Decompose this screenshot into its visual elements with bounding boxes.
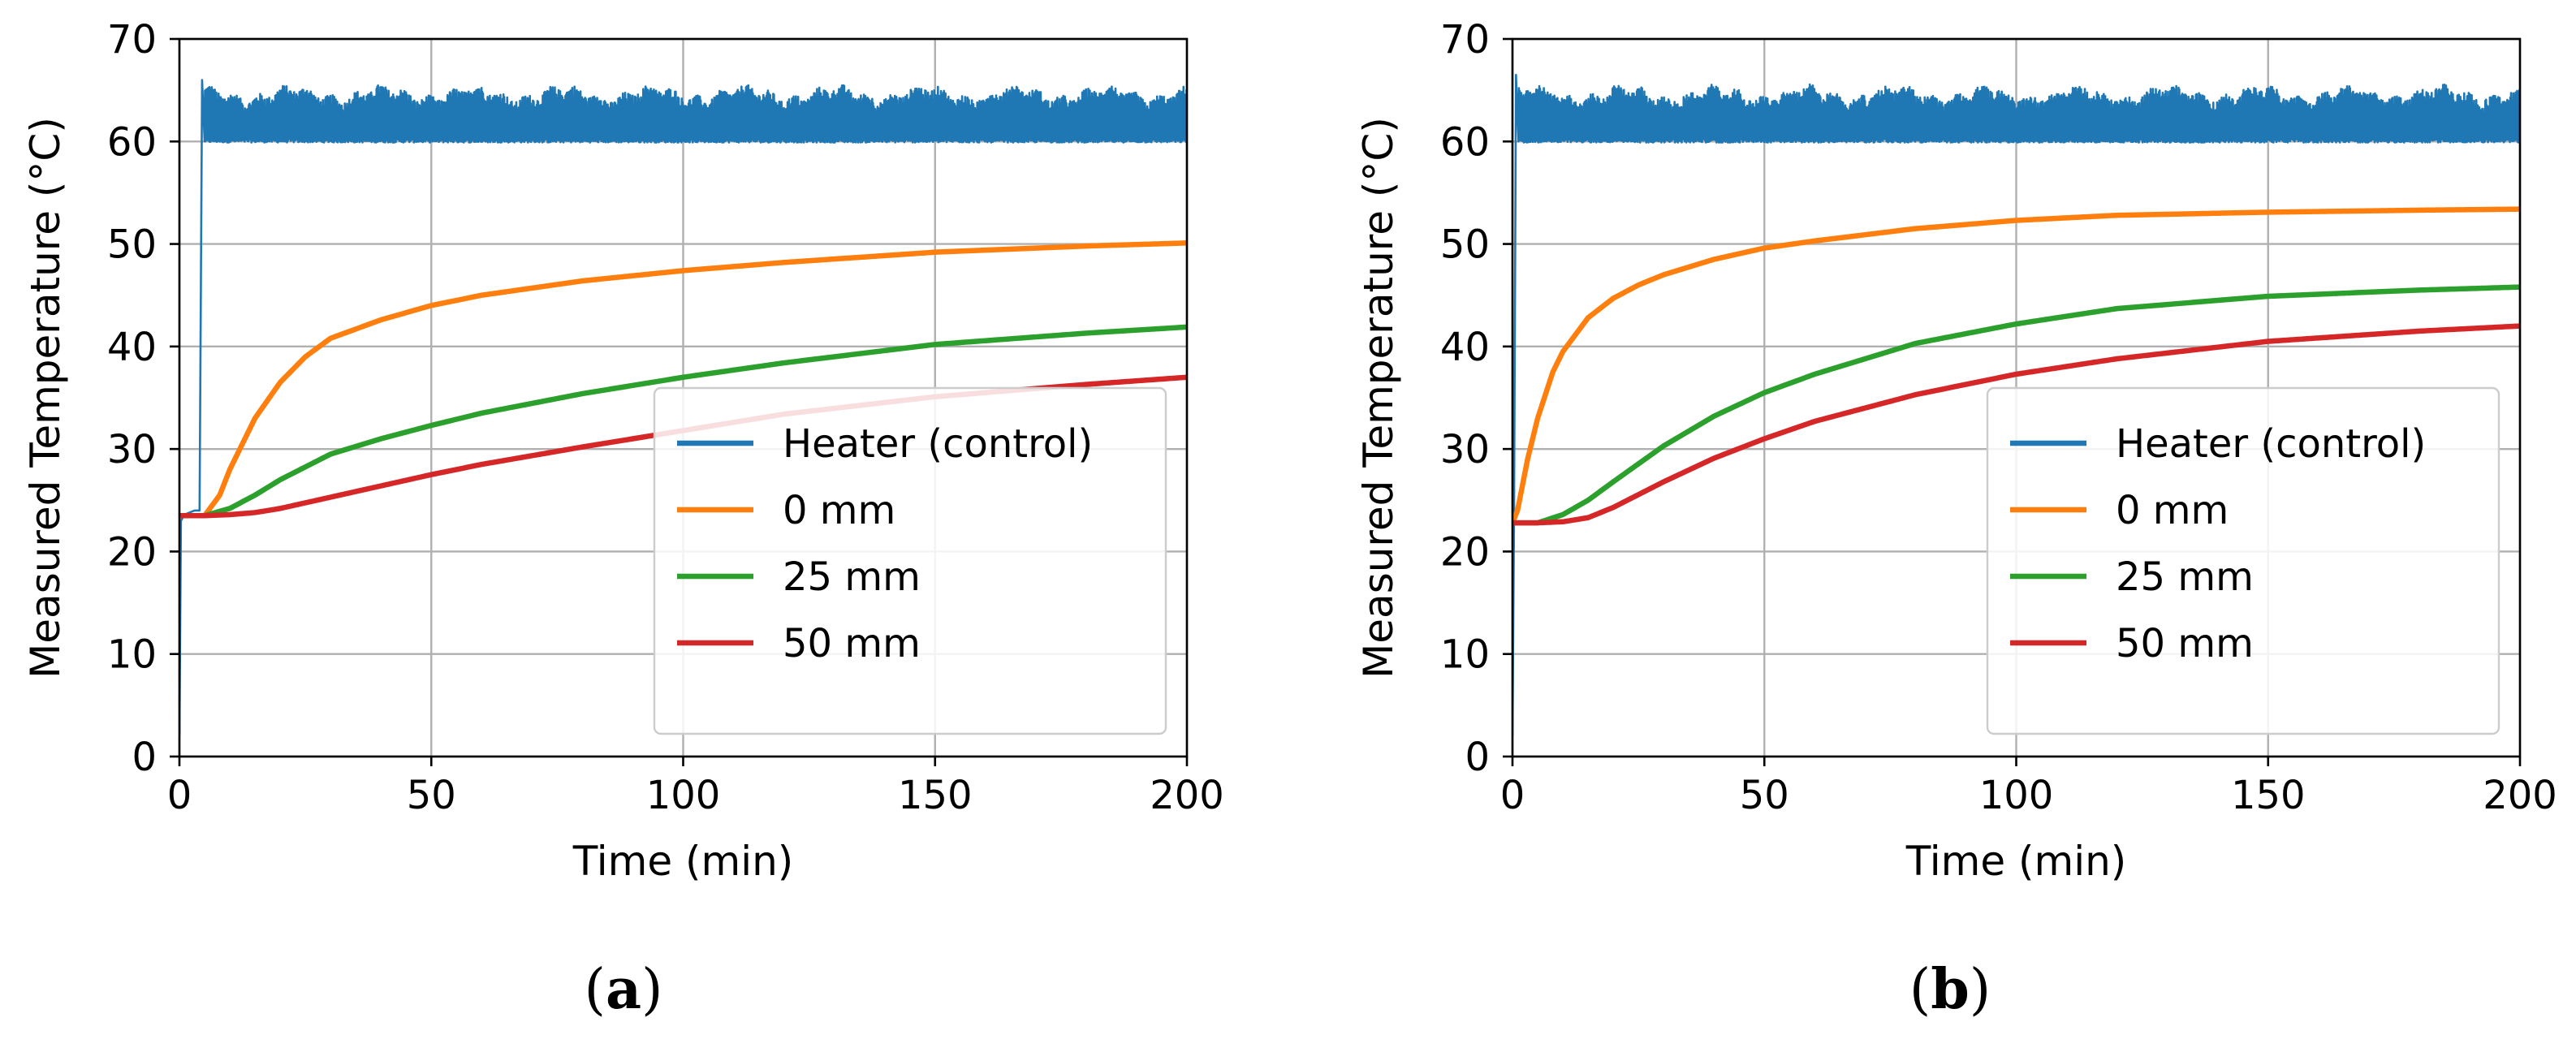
caption-a: (a) (502, 962, 745, 1018)
legend-label-a-2: 25 mm (783, 554, 921, 600)
caption-b: (b) (1828, 962, 2072, 1018)
series-line-a-0 (179, 79, 1187, 736)
y-axis-label-b: Measured Temperature (°C) (1355, 117, 1402, 679)
series-line-a-2 (179, 324, 1187, 519)
legend-a: Heater (control) 0 mm 25 mm 50 mm (653, 386, 1167, 735)
caption-b-letter: b (1931, 957, 1970, 1022)
y-tick-label-a-0: 0 (132, 735, 157, 780)
legend-label-a-3: 50 mm (783, 621, 921, 666)
legend-label-a-1: 0 mm (783, 488, 895, 533)
series-line-b-3 (1512, 323, 2520, 526)
x-tick-label-b-100: 100 (1979, 773, 2054, 818)
series-line-b-2 (1512, 284, 2520, 526)
y-tick-label-a-40: 40 (107, 325, 157, 370)
series-group-b (1512, 73, 2520, 736)
y-tick-label-b-0: 0 (1465, 735, 1490, 780)
legend-box-b (1986, 386, 2500, 735)
caption-a-letter: a (605, 957, 642, 1022)
x-tick-label-a-50: 50 (407, 773, 456, 818)
legend-b: Heater (control) 0 mm 25 mm 50 mm (1986, 386, 2500, 735)
x-tick-label-a-200: 200 (1150, 773, 1224, 818)
caption-b-close: ) (1969, 958, 1991, 1022)
series-line-a-1 (179, 240, 1187, 519)
y-tick-label-b-60: 60 (1440, 119, 1490, 165)
y-tick-label-b-50: 50 (1440, 222, 1490, 268)
legend-label-b-2: 25 mm (2116, 554, 2254, 600)
series-line-b-0 (1512, 73, 2520, 736)
y-tick-label-a-10: 10 (107, 632, 157, 678)
legend-label-b-0: Heater (control) (2116, 421, 2426, 467)
chart-b: 0 50 100 150 200 0 10 20 30 40 50 60 70 Time (min) Mea… (1355, 17, 2557, 885)
legend-label-b-3: 50 mm (2116, 621, 2254, 666)
x-tick-label-b-150: 150 (2231, 773, 2306, 818)
y-tick-label-b-30: 30 (1440, 427, 1490, 472)
legend-box-a (653, 386, 1167, 735)
legend-label-a-0: Heater (control) (783, 421, 1093, 467)
series-line-b-1 (1512, 206, 2520, 524)
y-tick-label-b-10: 10 (1440, 632, 1490, 678)
caption-a-close: ) (641, 958, 663, 1022)
x-tick-label-b-200: 200 (2483, 773, 2557, 818)
y-tick-label-a-50: 50 (107, 222, 157, 268)
x-tick-label-b-50: 50 (1740, 773, 1789, 818)
x-tick-label-b-0: 0 (1500, 773, 1525, 818)
y-tick-label-b-70: 70 (1440, 17, 1490, 63)
x-tick-label-a-150: 150 (898, 773, 973, 818)
chart-a: 0 50 100 150 200 0 10 20 30 40 50 60 70 Time (min) Mea… (22, 17, 1224, 885)
x-axis-label-b: Time (min) (1905, 838, 2127, 885)
caption-a-open: ( (584, 958, 606, 1022)
y-tick-label-b-40: 40 (1440, 325, 1490, 370)
x-axis-label-a: Time (min) (572, 838, 794, 885)
y-tick-label-b-20: 20 (1440, 529, 1490, 575)
caption-b-open: ( (1909, 958, 1931, 1022)
x-tick-label-a-0: 0 (167, 773, 192, 818)
x-tick-label-a-100: 100 (646, 773, 721, 818)
y-tick-label-a-70: 70 (107, 17, 157, 63)
y-tick-label-a-20: 20 (107, 529, 157, 575)
y-axis-label-a: Measured Temperature (°C) (22, 117, 69, 679)
y-tick-label-a-60: 60 (107, 119, 157, 165)
y-tick-label-a-30: 30 (107, 427, 157, 472)
legend-label-b-1: 0 mm (2116, 488, 2229, 533)
